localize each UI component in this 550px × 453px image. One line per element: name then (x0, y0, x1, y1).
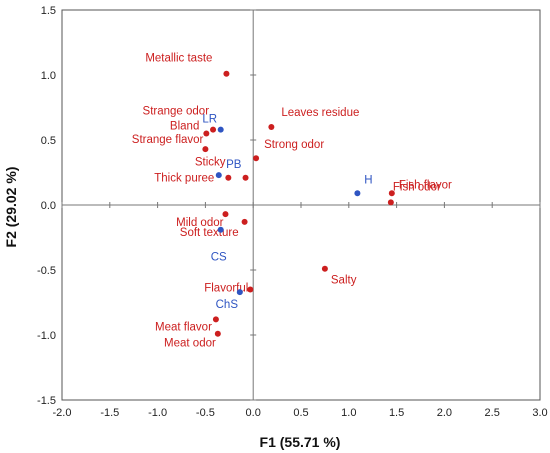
x-tick-label: 1.0 (341, 407, 356, 419)
x-tick-label: -1.5 (100, 407, 119, 419)
x-tick-label: -1.0 (148, 407, 167, 419)
variable-label: Strange flavor (132, 134, 204, 146)
variable-point (212, 316, 219, 323)
y-tick-label: 0.0 (41, 200, 56, 212)
variable-label: Salty (331, 275, 357, 287)
variable-point (202, 146, 209, 153)
x-tick-label: -2.0 (53, 407, 72, 419)
y-tick-label: -1.5 (37, 395, 56, 407)
variable-point (222, 211, 229, 218)
variable-label: Meat odor (164, 338, 216, 350)
variable-label: Bland (170, 121, 199, 133)
x-tick-label: 2.5 (485, 407, 500, 419)
variable-label: Metallic taste (145, 53, 212, 65)
variable-label: Leaves residue (281, 107, 359, 119)
observation-label: LR (202, 114, 217, 126)
variable-label: Fish odor (393, 181, 441, 193)
variable-label: Fish flavor (399, 179, 452, 191)
y-tick-label: -0.5 (37, 265, 56, 277)
tick-labels: -2.0 -1.5 -1.0 -0.5 0.0 0.5 1.0 1.5 2.0 2.5 3.01.5… (37, 5, 548, 419)
x-tick-label: 2.0 (437, 407, 452, 419)
observation-point (215, 172, 222, 179)
variable-point (210, 126, 217, 133)
variable-point (253, 155, 260, 162)
y-tick-label: 1.5 (41, 5, 56, 17)
observation-point (217, 226, 224, 233)
x-tick-label: 1.5 (389, 407, 404, 419)
variable-point (387, 199, 394, 206)
variable-point (321, 265, 328, 272)
observation-label: ChS (216, 299, 239, 311)
variable-point (203, 130, 210, 137)
variable-point (241, 218, 248, 225)
x-axis-title: F1 (55.71 %) (260, 434, 341, 450)
observation-label: H (364, 174, 372, 186)
observation-label: PB (226, 159, 242, 171)
variable-label: Thick puree (154, 173, 214, 185)
variable-label: Soft texture (180, 227, 239, 239)
variable-label: Mild odor (176, 217, 223, 229)
x-tick-label: -0.5 (196, 407, 215, 419)
observation-label: CS (211, 252, 227, 264)
variable-label: Strange odor (143, 106, 210, 118)
y-axis-title: F2 (29.02 %) (3, 167, 19, 248)
y-tick-label: 0.5 (41, 135, 56, 147)
x-tick-label: 3.0 (532, 407, 547, 419)
x-tick-label: 0.0 (246, 407, 261, 419)
variable-label: Strong odor (264, 139, 324, 151)
y-tick-label: -1.0 (37, 330, 56, 342)
variable-point (223, 70, 230, 77)
variable-point (242, 174, 249, 181)
observation-point (354, 190, 361, 197)
observation-point (236, 289, 243, 296)
variable-point (388, 190, 395, 197)
y-tick-label: 1.0 (41, 70, 56, 82)
variable-label: Meat flavor (155, 321, 212, 333)
variable-point (214, 330, 221, 337)
variable-point (225, 174, 232, 181)
variable-label: Sticky (195, 157, 226, 169)
variable-point (268, 124, 275, 130)
x-tick-label: 0.5 (293, 407, 308, 419)
observation-point (217, 126, 224, 133)
variable-point (247, 286, 254, 293)
